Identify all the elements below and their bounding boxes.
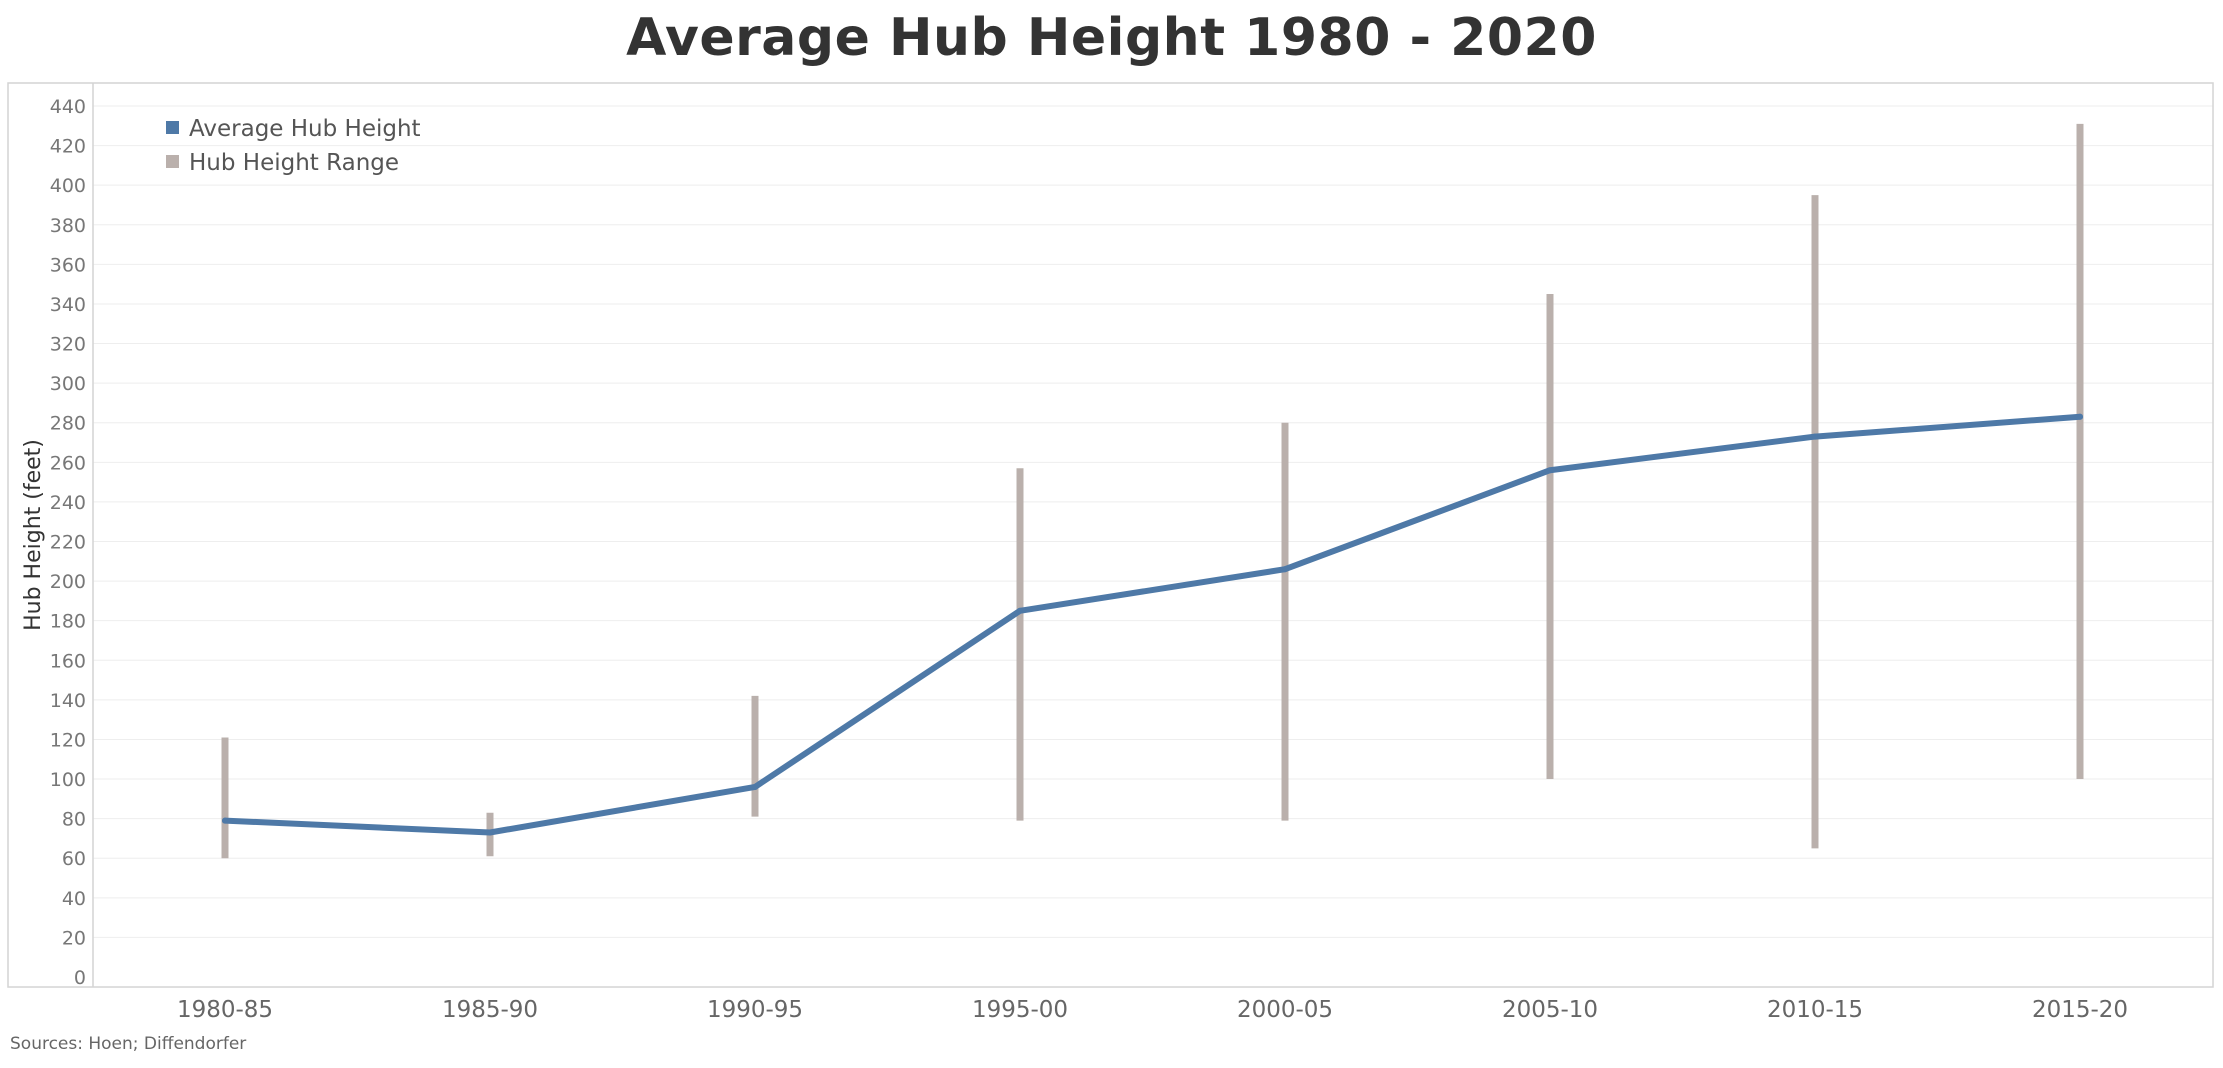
average-hub-height-line [222,413,2083,836]
y-tick-label: 0 [74,967,86,989]
y-tick-label: 340 [50,294,86,316]
y-tick-label: 100 [50,769,86,791]
y-tick-label: 440 [50,96,86,118]
y-tick-label: 200 [50,571,86,593]
x-tick-label: 2000-05 [1237,997,1333,1023]
x-tick-label: 1985-90 [442,997,538,1023]
y-tick-label: 240 [50,492,86,514]
y-tick-label: 380 [50,215,86,237]
y-tick-label: 120 [50,729,86,751]
y-tick-label: 180 [50,611,86,633]
y-axis-ticks: 0 20 40 60 80 100 120 140 160 180 200 220 240 260 280 3… [50,96,86,989]
y-tick-label: 20 [62,927,86,949]
average-point-1990-95 [752,783,758,790]
x-tick-label: 1990-95 [707,997,803,1023]
y-tick-label: 260 [50,452,86,474]
x-tick-label: 1980-85 [177,997,273,1023]
range-bars [221,123,2084,859]
y-tick-label: 40 [62,888,86,910]
average-point-2005-10 [1547,467,1553,474]
legend-label-average: Average Hub Height [189,116,421,142]
legend: Average Hub Height Hub Height Range [166,116,421,176]
plot-frame [7,82,2214,988]
legend-swatch-range [166,155,179,168]
y-tick-label: 60 [62,848,86,870]
x-axis-ticks: 1980-85 1985-90 1990-95 1995-00 2000-05 2005-… [177,997,2128,1023]
average-line-layer [222,413,2083,836]
y-tick-label: 220 [50,532,86,554]
average-point-2010-15 [1812,433,1818,440]
y-axis-label: Hub Height (feet) [21,439,46,631]
x-tick-label: 1995-00 [972,997,1068,1023]
y-tick-label: 360 [50,254,86,276]
chart-title: Average Hub Height 1980 - 2020 [626,8,1597,68]
source-note: Sources: Hoen; Diffendorfer [10,1034,247,1054]
y-tick-label: 320 [50,334,86,356]
average-point-2000-05 [1282,566,1288,573]
x-tick-label: 2015-20 [2032,997,2128,1023]
x-tick-label: 2005-10 [1502,997,1598,1023]
average-point-1995-00 [1017,607,1023,614]
y-tick-label: 420 [50,136,86,158]
y-tick-label: 280 [50,413,86,435]
average-point-2015-20 [2077,413,2083,420]
x-tick-label: 2010-15 [1767,997,1863,1023]
y-tick-label: 300 [50,373,86,395]
y-tick-label: 140 [50,690,86,712]
legend-swatch-average [166,121,179,134]
y-tick-label: 80 [62,809,86,831]
gridlines [93,105,2213,938]
average-point-1985-90 [487,829,493,836]
legend-label-range: Hub Height Range [189,150,399,176]
y-tick-label: 400 [50,175,86,197]
y-tick-label: 160 [50,650,86,672]
average-point-1980-85 [222,817,228,824]
